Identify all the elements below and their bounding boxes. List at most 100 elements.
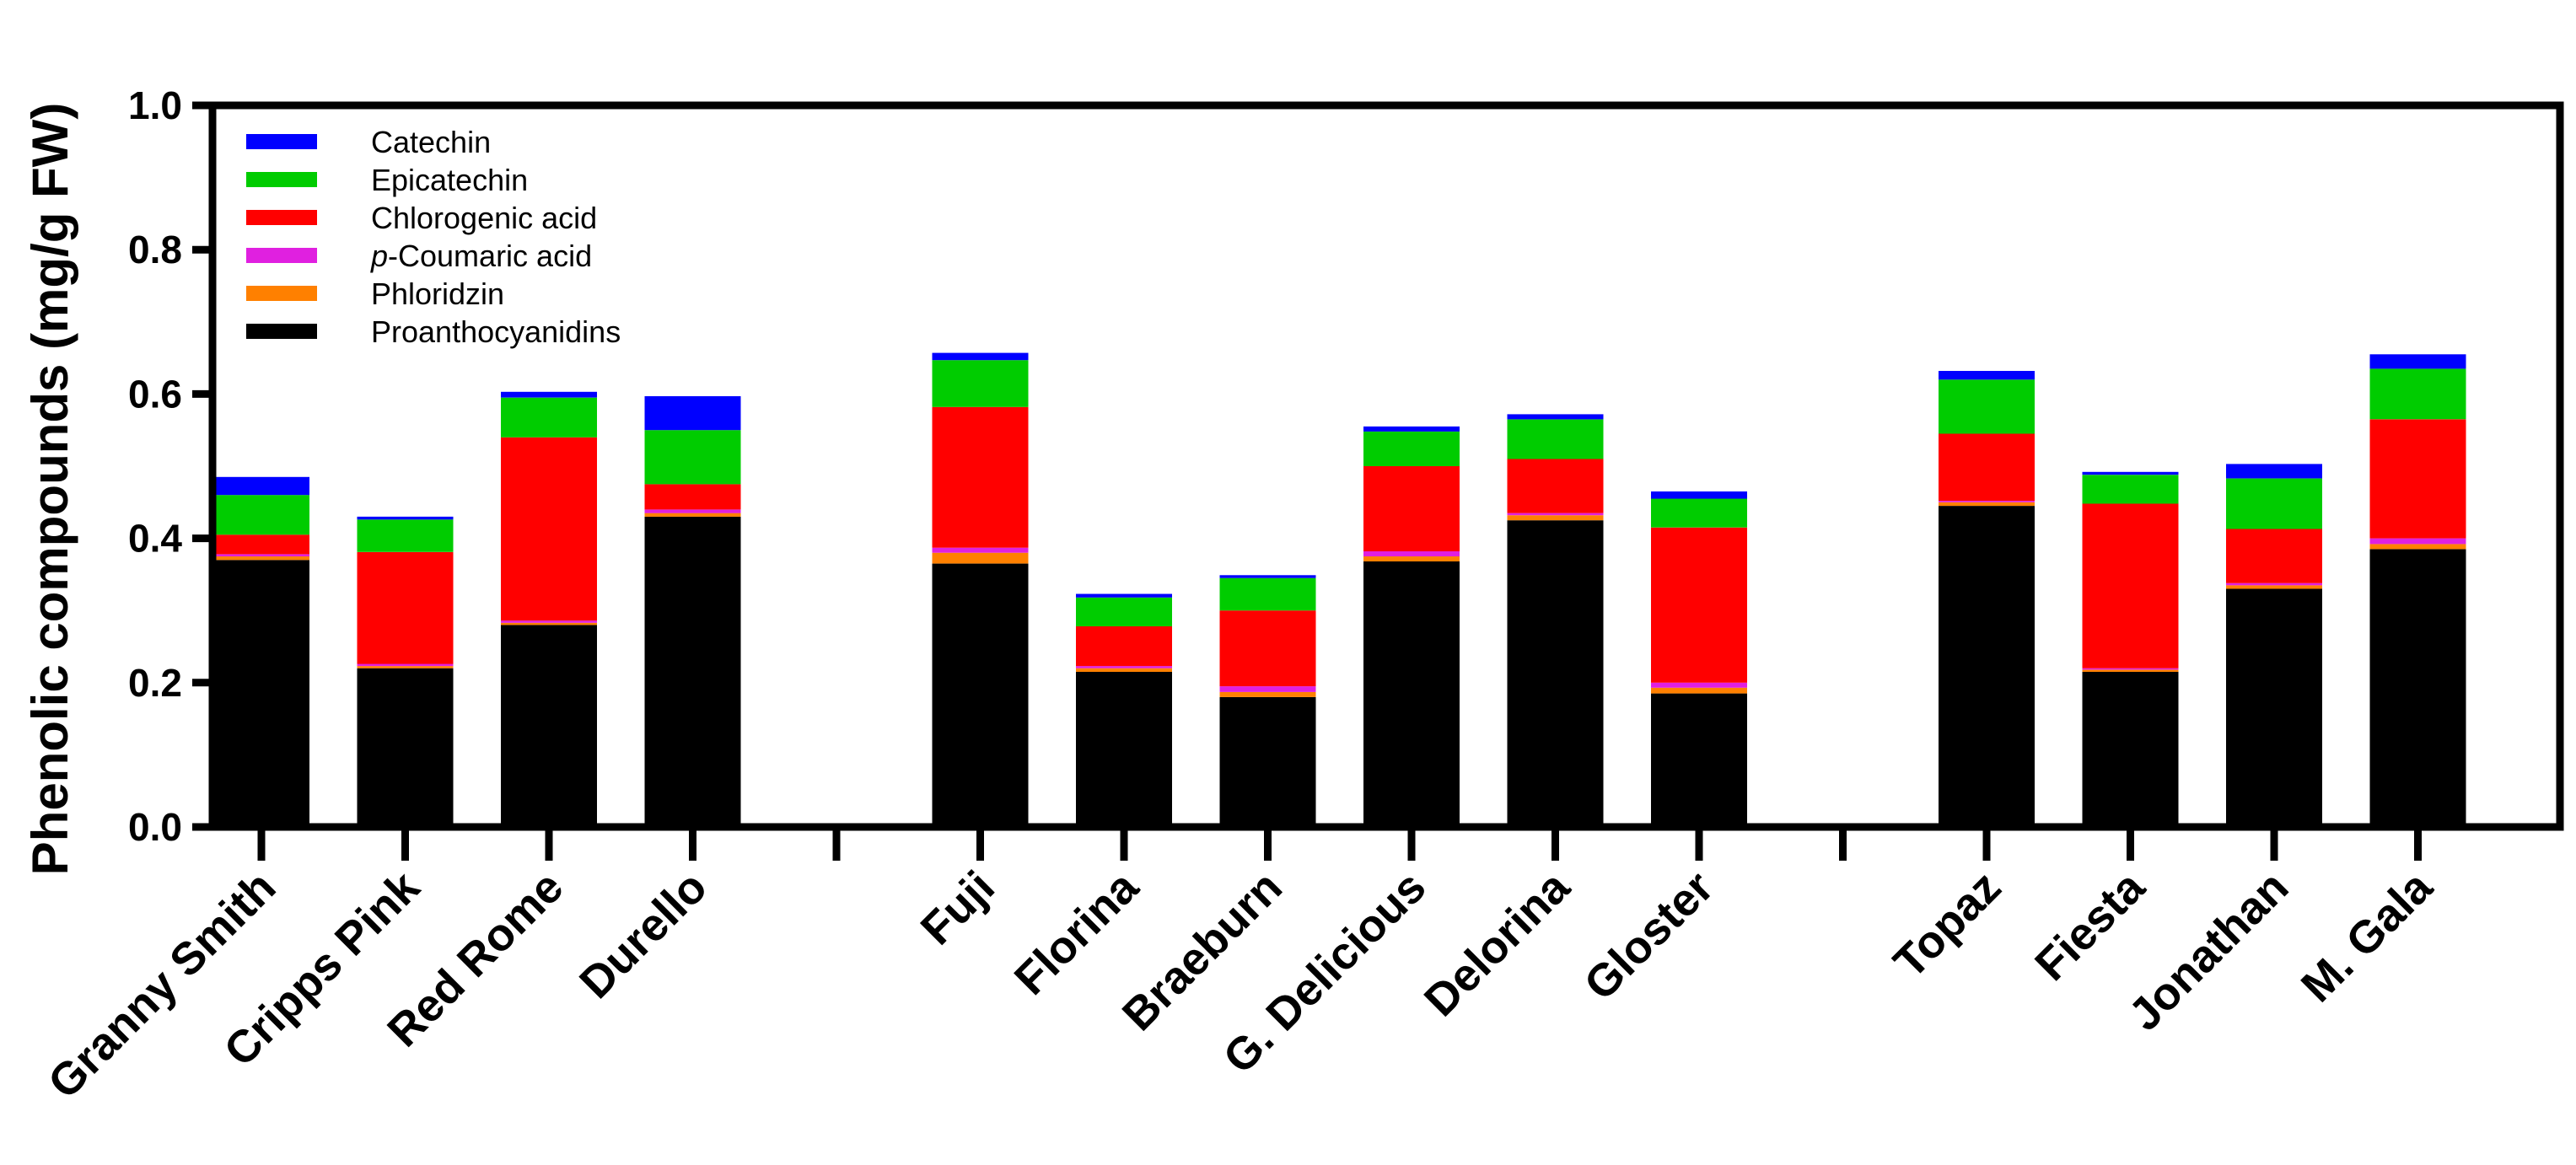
legend-label: p-Coumaric acid xyxy=(370,239,592,273)
bar-segment xyxy=(1076,626,1172,667)
bar-segment xyxy=(213,534,309,555)
bar-segment xyxy=(2226,529,2322,583)
bar-segment xyxy=(1651,687,1747,694)
bar-segment xyxy=(932,360,1029,407)
bar-segment xyxy=(932,552,1029,564)
bar-segment xyxy=(501,437,597,621)
bar-segment xyxy=(213,556,309,561)
bar-segment xyxy=(1651,527,1747,683)
bar-segment xyxy=(1219,686,1316,692)
bar-segment xyxy=(2369,544,2466,550)
bar-segment xyxy=(357,551,454,664)
bar-segment xyxy=(2082,668,2179,670)
bar-segment xyxy=(1076,597,1172,626)
bar-segment xyxy=(213,495,309,535)
y-tick-label: 0.2 xyxy=(128,661,182,705)
bar-segment xyxy=(2369,538,2466,545)
bar-segment xyxy=(1507,459,1604,513)
bar-segment xyxy=(1651,491,1747,499)
y-axis-label: Phenolic compounds (mg/g FW) xyxy=(22,103,78,876)
bar-segment xyxy=(644,430,741,485)
bar-segment xyxy=(1076,672,1172,827)
x-tick-label: M. Gala xyxy=(2292,861,2443,1012)
legend-swatch xyxy=(246,286,317,301)
bar-segment xyxy=(932,352,1029,361)
bar-segment xyxy=(932,563,1029,827)
bar-segment xyxy=(2369,549,2466,827)
bar-segment xyxy=(1219,696,1316,827)
legend-label: Epicatechin xyxy=(371,163,528,197)
bar-segment xyxy=(1219,691,1316,697)
bar-segment xyxy=(1076,668,1172,672)
bar-segment xyxy=(1507,513,1604,516)
y-tick-label: 1.0 xyxy=(128,83,182,127)
bar-segment xyxy=(501,620,597,623)
x-tick-label: Delorina xyxy=(1415,861,1580,1026)
bar-segment xyxy=(1939,371,2035,380)
x-tick-label: Fuji xyxy=(912,862,1004,954)
bar-segment xyxy=(357,519,454,552)
bars-layer xyxy=(213,352,2466,827)
bar-segment xyxy=(644,516,741,827)
bar-segment xyxy=(1651,693,1747,827)
x-tick-label: Jonathan xyxy=(2119,862,2298,1040)
bar-segment xyxy=(2369,368,2466,420)
bar-segment xyxy=(357,516,454,520)
bar-segment xyxy=(1363,561,1460,827)
bar-segment xyxy=(644,484,741,510)
bar-segment xyxy=(1507,419,1604,459)
bar-segment xyxy=(2082,672,2179,827)
bar-segment xyxy=(501,625,597,827)
y-tick-label: 0.0 xyxy=(128,805,182,849)
bar-segment xyxy=(357,666,454,668)
legend-swatch xyxy=(246,210,317,225)
bar-segment xyxy=(1939,506,2035,827)
bar-segment xyxy=(1219,610,1316,687)
legend-swatch xyxy=(246,248,317,263)
bar-segment xyxy=(357,668,454,827)
bar-segment xyxy=(357,663,454,667)
bar-segment xyxy=(1651,498,1747,528)
x-tick-label: Durello xyxy=(570,862,717,1008)
bar-segment xyxy=(1507,414,1604,420)
bar-segment xyxy=(501,397,597,438)
bar-segment xyxy=(2226,582,2322,586)
bar-segment xyxy=(1363,426,1460,432)
bar-segment xyxy=(213,560,309,827)
plot-frame xyxy=(208,101,2564,831)
bar-segment xyxy=(1507,520,1604,827)
bar-segment xyxy=(1939,379,2035,434)
x-tick-label: Florina xyxy=(1005,861,1148,1004)
bar-segment xyxy=(1076,593,1172,598)
bar-segment xyxy=(2226,585,2322,589)
bar-segment xyxy=(2226,464,2322,479)
legend-swatch xyxy=(246,324,317,339)
bar-segment xyxy=(501,622,597,625)
bar-segment xyxy=(644,509,741,513)
bar-segment xyxy=(2082,669,2179,672)
bar-segment xyxy=(2369,354,2466,369)
bar-segment xyxy=(2226,478,2322,529)
legend-label: Chlorogenic acid xyxy=(371,201,597,235)
bar-segment xyxy=(644,513,741,517)
x-tick-label: Gloster xyxy=(1574,862,1723,1010)
legend: Catechin Epicatechin Chlorogenic acid p-Cou… xyxy=(246,125,621,349)
legend-label: Phloridzin xyxy=(371,276,504,311)
bar-segment xyxy=(2082,471,2179,475)
bar-segment xyxy=(932,547,1029,553)
bar-segment xyxy=(2082,503,2179,668)
y-tick-label: 0.6 xyxy=(128,372,182,416)
bar-segment xyxy=(1076,666,1172,668)
bar-segment xyxy=(1363,551,1460,556)
legend-swatch xyxy=(246,172,317,187)
bar-segment xyxy=(1651,682,1747,688)
bar-segment xyxy=(1363,556,1460,561)
bar-segment xyxy=(213,554,309,556)
bar-segment xyxy=(1363,431,1460,466)
bar-segment xyxy=(2082,475,2179,504)
y-tick-label: 0.8 xyxy=(128,228,182,271)
bar-segment xyxy=(213,476,309,496)
legend-swatch xyxy=(246,134,317,149)
bar-segment xyxy=(1507,515,1604,521)
